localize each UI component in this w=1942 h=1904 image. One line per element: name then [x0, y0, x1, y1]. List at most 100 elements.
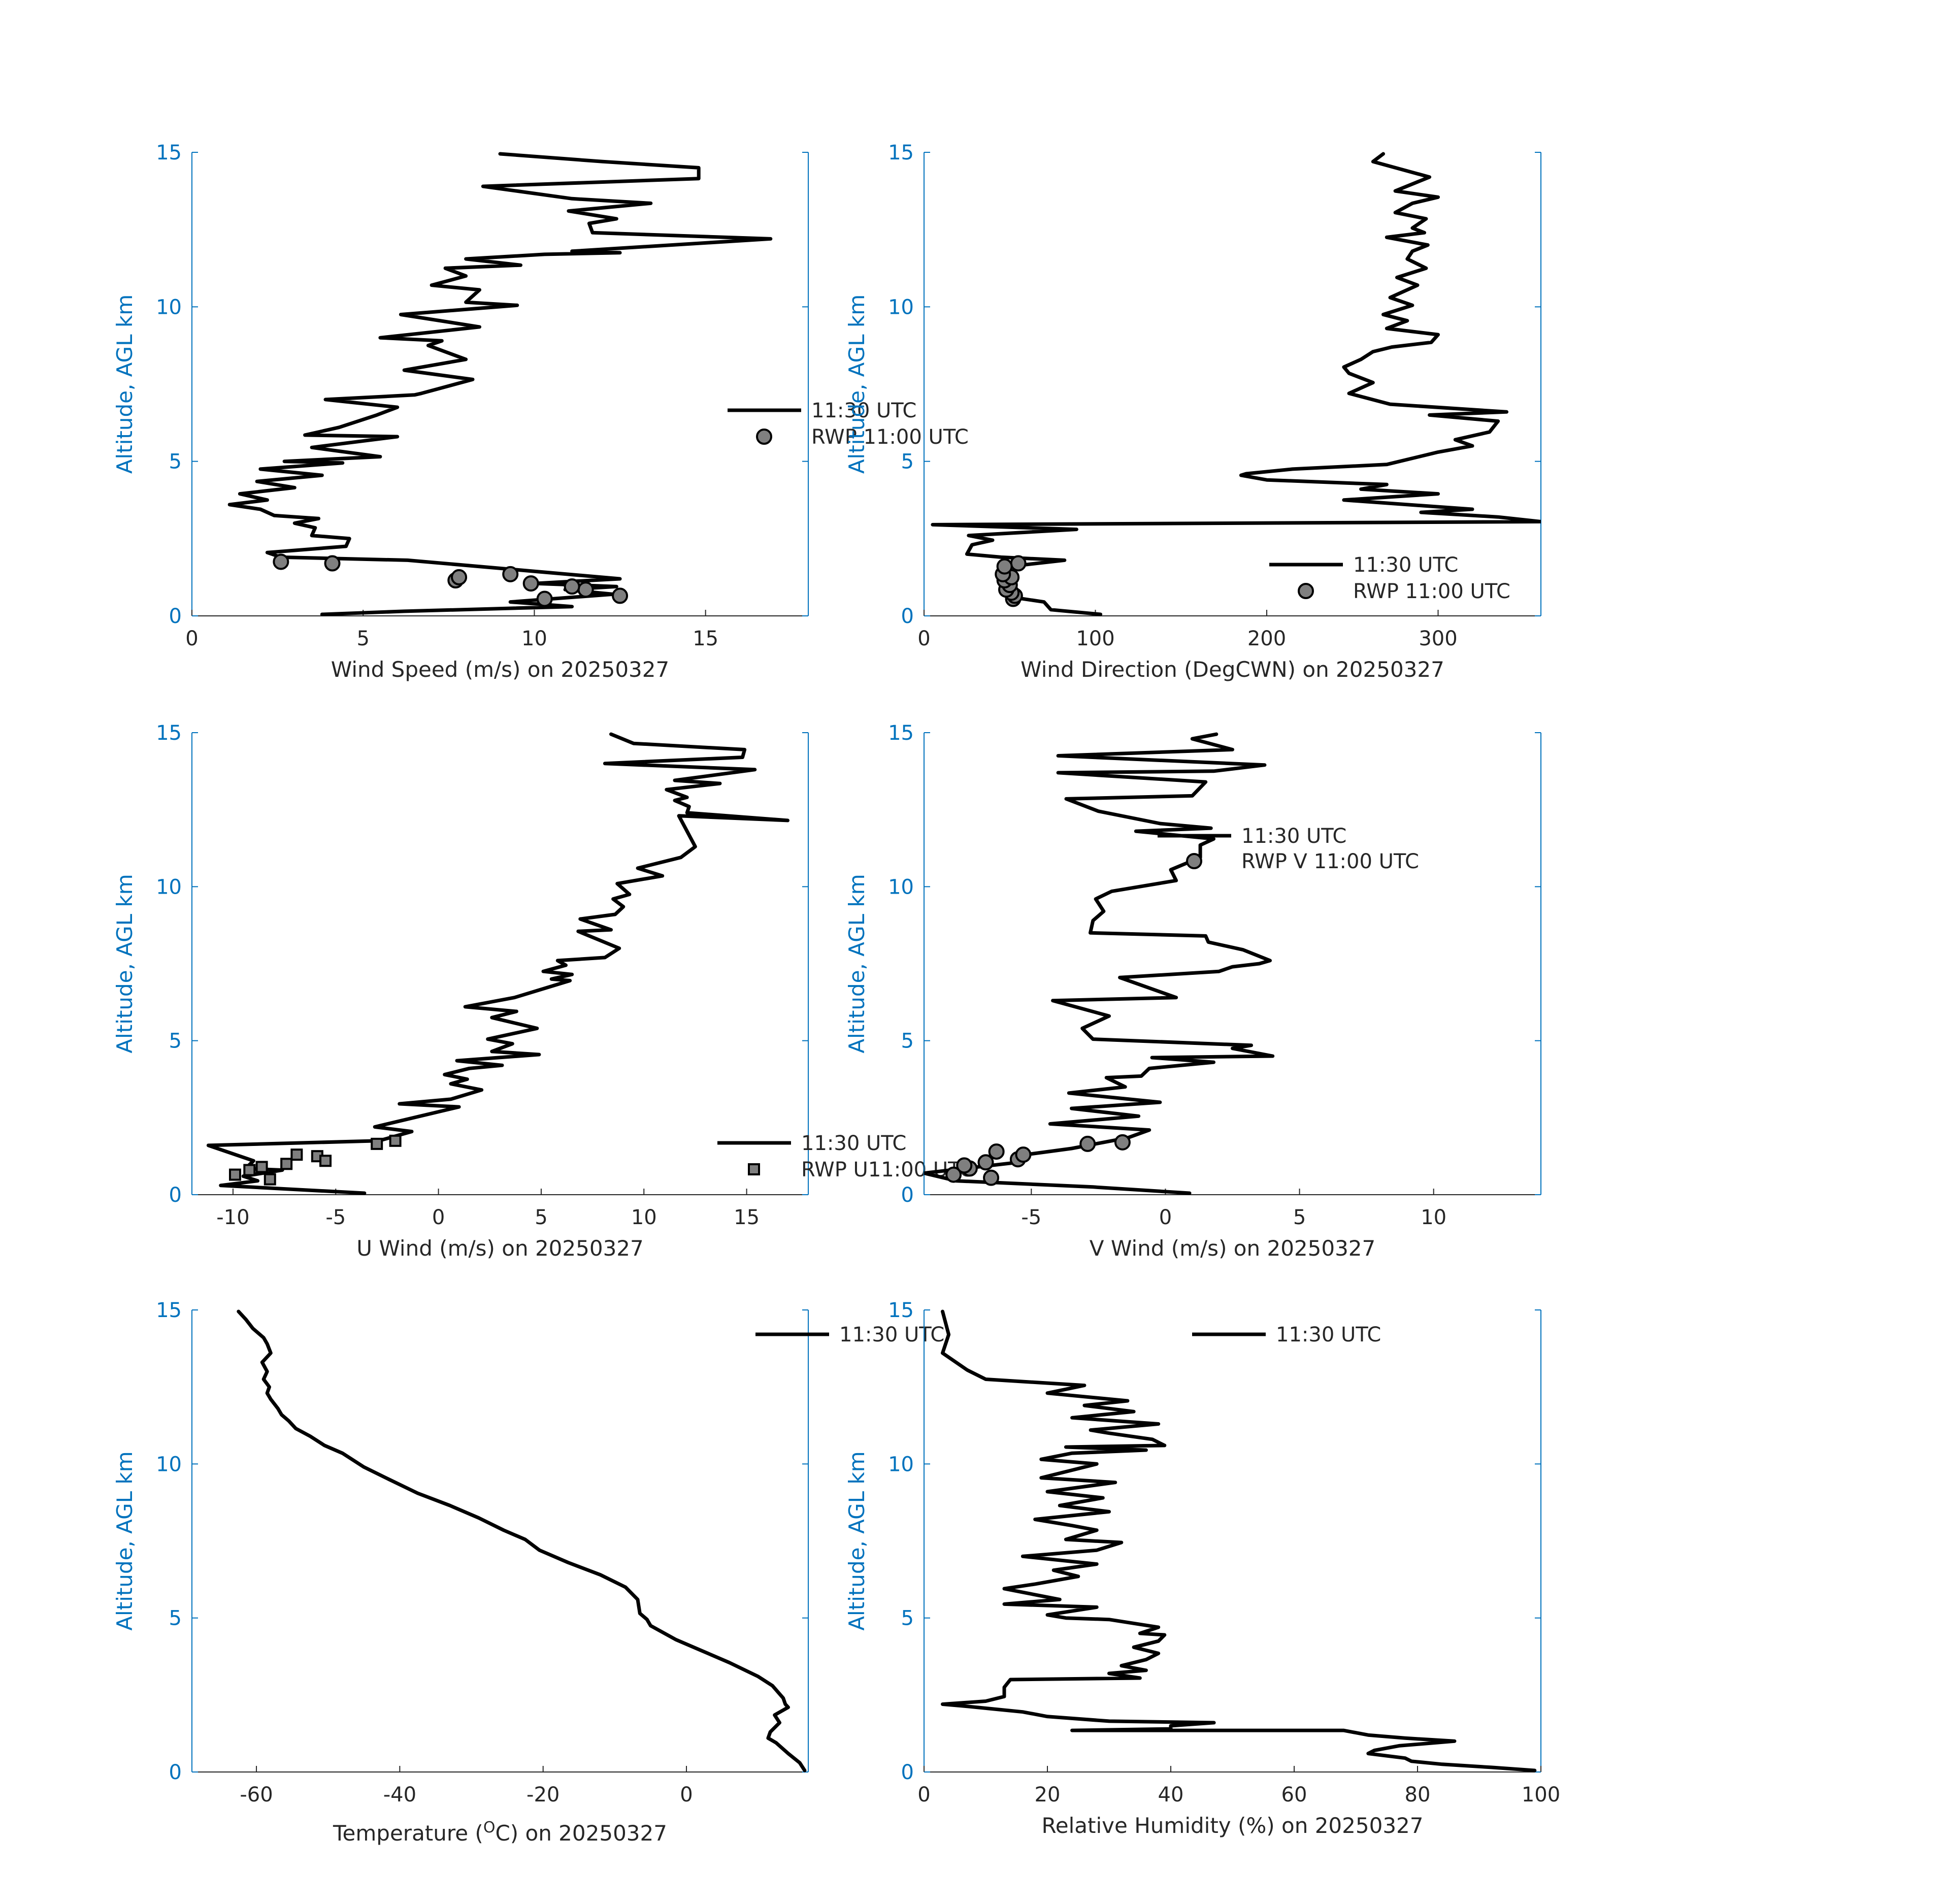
y-axis-title: Altitude, AGL km: [112, 1451, 137, 1630]
x-tick-label: 10: [631, 1206, 657, 1229]
profile-line-series: [941, 1309, 1537, 1772]
y-tick-label: 0: [901, 1184, 914, 1207]
x-tick-label: 10: [1421, 1206, 1446, 1229]
y-tick-label: 5: [169, 450, 182, 474]
legend-label: RWP 11:00 UTC: [811, 425, 969, 449]
x-tick-label: 0: [917, 1783, 930, 1807]
x-tick-label: 5: [356, 627, 369, 650]
rwp-data-point: [536, 590, 553, 607]
x-tick-label: 40: [1158, 1783, 1184, 1807]
profile-line-series: [206, 732, 789, 1195]
legend-label: 11:30 UTC: [801, 1132, 906, 1155]
x-tick-label: 15: [693, 627, 718, 650]
x-tick-label: 5: [535, 1206, 547, 1229]
rwp-data-point: [983, 1169, 1000, 1186]
rwp-data-point: [1010, 555, 1027, 572]
y-tick-label: 10: [156, 1453, 182, 1476]
y-tick-label: 10: [156, 296, 182, 319]
x-tick-label: 100: [1076, 627, 1114, 650]
x-tick-label: 200: [1247, 627, 1286, 650]
y-tick-label: 15: [888, 1299, 914, 1322]
rwp-data-point: [977, 1154, 994, 1171]
y-tick-label: 15: [156, 1299, 182, 1322]
chart-panel-4: -5 0 5 10 0 5 10 15 Altitude, AGL km V Wind (m/s)…: [844, 721, 1541, 1261]
rwp-data-point: [371, 1137, 383, 1150]
y-tick-label: 0: [169, 1761, 182, 1784]
rwp-data-point: [612, 587, 629, 604]
y-axis-title: Altitude, AGL km: [112, 874, 137, 1053]
chart-panel-6: 0 20 40 60 80 100 0 5 10 15 Altitude, AGL km Relati…: [844, 1299, 1560, 1838]
x-tick-label: -60: [240, 1783, 273, 1807]
legend-marker-swatch: [1298, 583, 1314, 599]
legend: 11:30 UTC RWP 11:00 UTC: [1269, 553, 1510, 603]
x-axis-title: V Wind (m/s) on 20250327: [1090, 1236, 1376, 1261]
x-tick-label: 100: [1522, 1783, 1560, 1807]
rwp-data-point: [564, 578, 580, 595]
legend-label: 11:30 UTC: [1241, 825, 1346, 848]
x-tick-label: 0: [185, 627, 198, 650]
rwp-data-point: [264, 1173, 276, 1186]
profile-line-series: [924, 732, 1275, 1195]
y-tick-label: 10: [888, 1453, 914, 1476]
rwp-data-point: [280, 1158, 293, 1170]
x-tick-label: 5: [1293, 1206, 1306, 1229]
x-tick-label: 0: [1159, 1206, 1172, 1229]
x-axis-title: Relative Humidity (%) on 20250327: [1042, 1813, 1424, 1838]
x-tick-label: 80: [1405, 1783, 1431, 1807]
rwp-data-point: [522, 575, 539, 592]
x-tick-label: 0: [680, 1783, 693, 1807]
rwp-data-point: [319, 1155, 332, 1167]
y-axis-title: Altitude, AGL km: [844, 874, 869, 1053]
rwp-data-point: [255, 1161, 268, 1173]
y-tick-label: 0: [901, 605, 914, 628]
y-tick-label: 5: [169, 1030, 182, 1053]
x-tick-label: 0: [432, 1206, 445, 1229]
rwp-data-point: [956, 1157, 973, 1174]
y-tick-label: 0: [901, 1761, 914, 1784]
x-tick-label: 20: [1035, 1783, 1061, 1807]
y-tick-label: 10: [888, 875, 914, 899]
y-tick-label: 5: [169, 1607, 182, 1630]
x-axis-title: Wind Speed (m/s) on 20250327: [331, 657, 669, 682]
y-tick-label: 5: [901, 1030, 914, 1053]
rwp-data-point: [273, 553, 289, 570]
x-axis-title: U Wind (m/s) on 20250327: [356, 1236, 644, 1261]
x-tick-label: 0: [917, 627, 930, 650]
legend: 11:30 UTC: [1192, 1323, 1381, 1347]
x-axis-title: Wind Direction (DegCWN) on 20250327: [1021, 657, 1444, 682]
profile-line-series: [931, 152, 1541, 616]
x-tick-label: 60: [1281, 1783, 1307, 1807]
y-axis-title: Altitude, AGL km: [844, 1451, 869, 1630]
x-tick-label: 15: [734, 1206, 760, 1229]
x-axis-title: Temperature (OC) on 20250327: [333, 1819, 667, 1846]
rwp-data-point: [324, 555, 341, 572]
legend-label: 11:30 UTC: [1353, 553, 1458, 577]
rwp-data-point: [243, 1164, 256, 1176]
rwp-data-point: [988, 1143, 1005, 1160]
y-tick-label: 5: [901, 1607, 914, 1630]
legend-label: RWP 11:00 UTC: [1353, 580, 1510, 603]
rwp-data-point: [1079, 1135, 1096, 1152]
y-tick-label: 10: [156, 875, 182, 899]
x-tick-label: -5: [325, 1206, 346, 1229]
y-tick-label: 15: [156, 721, 182, 745]
legend: 11:30 UTC RWP 11:00 UTC: [728, 399, 969, 449]
profile-line-series: [227, 152, 773, 616]
rwp-data-point: [1015, 1146, 1032, 1163]
rwp-data-point: [389, 1134, 402, 1147]
y-tick-label: 5: [901, 450, 914, 474]
y-tick-label: 10: [888, 296, 914, 319]
y-tick-label: 15: [888, 721, 914, 745]
x-tick-label: -40: [383, 1783, 416, 1807]
x-tick-label: 10: [521, 627, 547, 650]
legend-label: 11:30 UTC: [839, 1323, 944, 1347]
legend-marker-swatch: [1186, 853, 1202, 869]
x-tick-label: -20: [526, 1783, 559, 1807]
rwp-data-point: [290, 1148, 303, 1161]
rwp-data-point: [945, 1166, 962, 1183]
rwp-data-point: [996, 558, 1013, 575]
legend-marker-swatch: [756, 429, 772, 445]
